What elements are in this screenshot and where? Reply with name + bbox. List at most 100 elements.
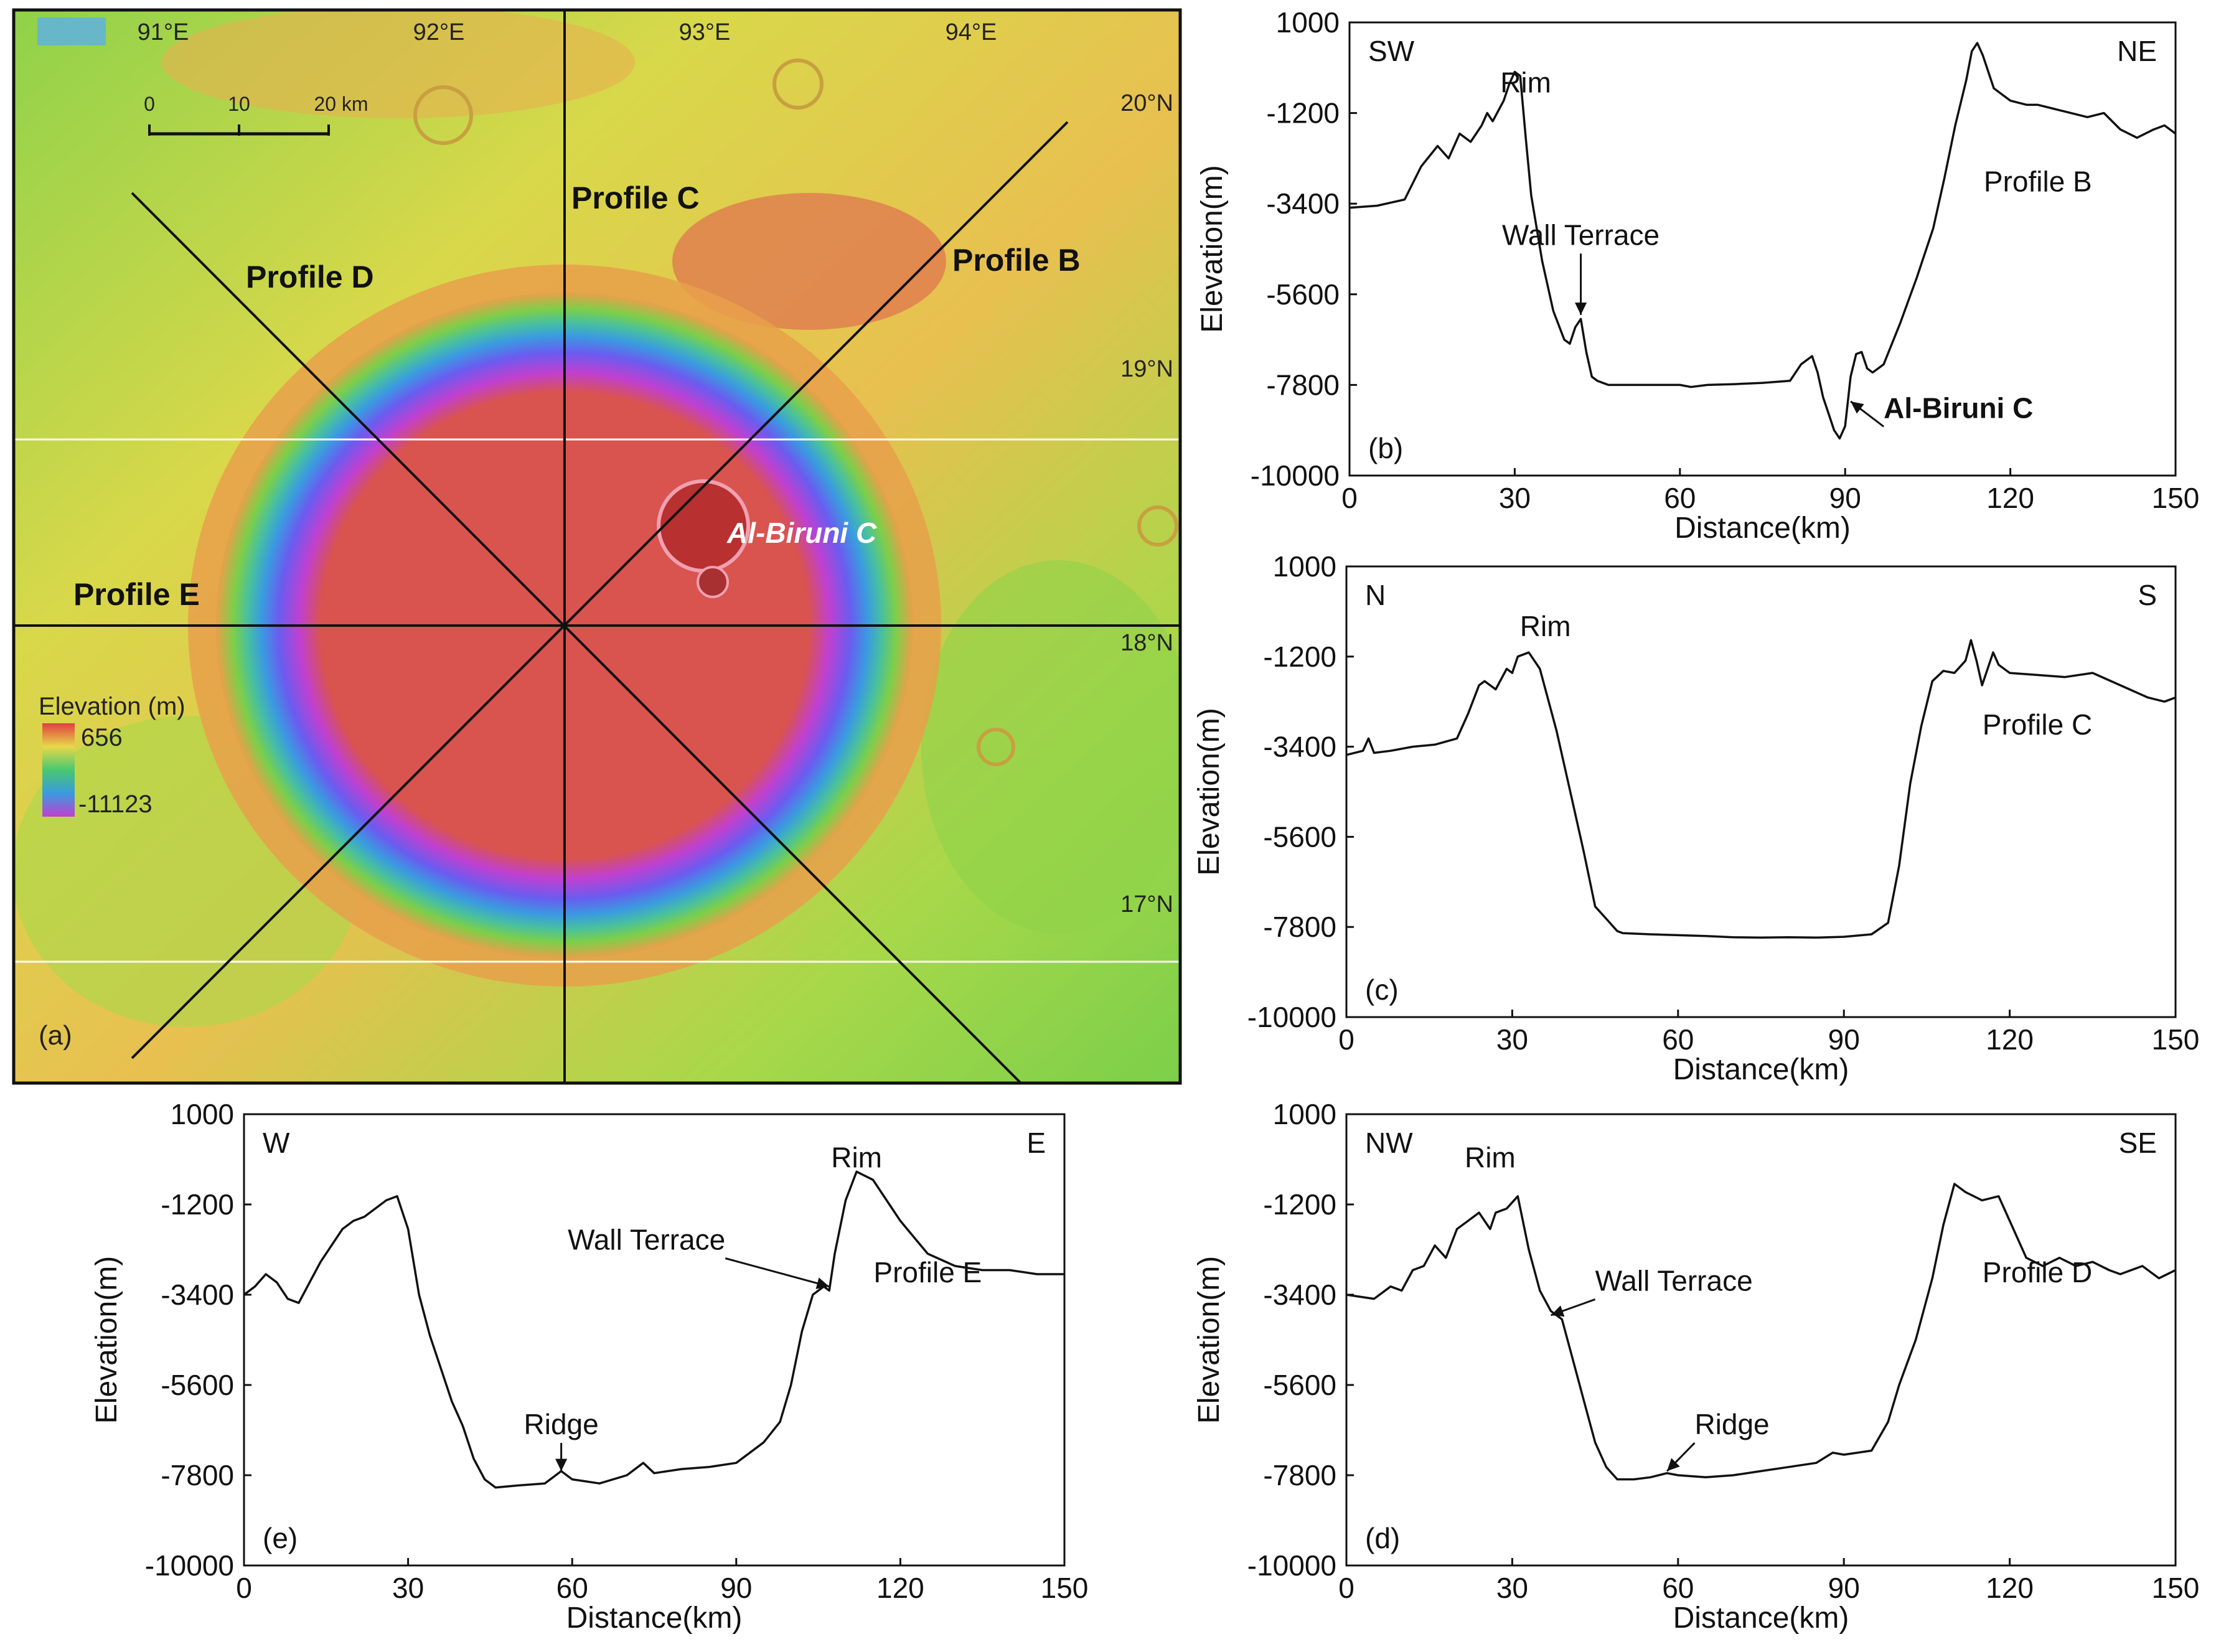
lat-label: 20°N xyxy=(1120,90,1173,116)
annotation-arrow xyxy=(725,1257,830,1288)
annotation-label: Rim xyxy=(1520,610,1571,642)
legend-max: 656 xyxy=(81,724,123,751)
x-tick-label: 120 xyxy=(1986,1023,2034,1056)
annotation-label: Al-Biruni C xyxy=(1884,392,2033,424)
al-biruni-c-label: Al-Biruni C xyxy=(726,517,877,549)
x-tick-label: 150 xyxy=(2152,482,2200,514)
panel-label: (b) xyxy=(1368,432,1403,464)
lon-label: 91°E xyxy=(138,19,189,45)
profile-b-label: Profile B xyxy=(952,243,1081,278)
y-tick-label: -7800 xyxy=(1266,368,1340,401)
y-tick-label: -3400 xyxy=(1266,187,1340,220)
terrain-patch xyxy=(162,10,635,118)
small-crater xyxy=(1137,505,1178,547)
annotation-label: Rim xyxy=(1465,1142,1516,1174)
y-tick-label: 1000 xyxy=(171,1098,234,1130)
direction-label-left: W xyxy=(263,1127,290,1159)
y-tick-label: -1200 xyxy=(1266,97,1340,129)
x-tick-label: 90 xyxy=(1828,1023,1860,1056)
x-tick-label: 0 xyxy=(1341,482,1358,514)
profile-title: Profile B xyxy=(1984,165,2092,197)
panel-label: (a) xyxy=(39,1020,72,1051)
y-tick-label: -7800 xyxy=(1263,1459,1336,1491)
y-axis-title: Elevation(m) xyxy=(1193,1256,1226,1424)
x-tick-label: 60 xyxy=(1662,1023,1694,1056)
x-tick-label: 90 xyxy=(720,1572,752,1604)
annotation-arrowhead xyxy=(1574,303,1587,315)
direction-label-right: SE xyxy=(2119,1127,2157,1159)
y-tick-label: -5600 xyxy=(1263,1369,1336,1401)
y-tick-label: 1000 xyxy=(1273,1098,1336,1130)
elevation-profile-line xyxy=(243,1170,1064,1489)
x-axis-title: Distance(km) xyxy=(566,1602,743,1635)
y-axis-title: Elevation(m) xyxy=(1193,708,1226,875)
scale-tick: 10 xyxy=(228,93,250,115)
x-tick-label: 30 xyxy=(1496,1572,1528,1604)
y-tick-label: -7800 xyxy=(1263,911,1336,943)
x-tick-label: 30 xyxy=(1496,1023,1528,1056)
lon-label: 92°E xyxy=(413,19,465,45)
elevation-profile-line xyxy=(1346,639,2176,939)
terrain-patch xyxy=(921,560,1180,934)
x-tick-label: 120 xyxy=(1986,482,2034,514)
x-tick-label: 120 xyxy=(876,1572,924,1604)
y-tick-label: -3400 xyxy=(1263,731,1336,763)
x-tick-label: 150 xyxy=(1041,1572,1089,1604)
x-tick-label: 0 xyxy=(1338,1572,1354,1604)
annotation-label: Wall Terrace xyxy=(1502,218,1660,251)
annotation-arrowhead xyxy=(1551,1305,1565,1317)
profile-d-label: Profile D xyxy=(246,260,374,294)
y-tick-label: -10000 xyxy=(1247,1549,1336,1582)
direction-label-left: NW xyxy=(1365,1127,1413,1159)
y-tick-label: -3400 xyxy=(1263,1279,1336,1311)
panel-label: (c) xyxy=(1365,974,1399,1006)
y-axis-title: Elevation(m) xyxy=(90,1256,123,1424)
annotation-label: Ridge xyxy=(524,1408,599,1440)
lat-label: 18°N xyxy=(1120,630,1173,656)
small-crater xyxy=(977,728,1015,766)
x-tick-label: 90 xyxy=(1829,482,1861,514)
profile-c-label: Profile C xyxy=(571,181,700,215)
profile-title: Profile E xyxy=(873,1256,982,1288)
annotation-arrowhead xyxy=(1667,1458,1680,1471)
elevation-profile-line xyxy=(1346,1183,2176,1481)
terrain-patch xyxy=(672,193,946,330)
y-tick-label: -7800 xyxy=(161,1459,234,1491)
annotation-label: Ridge xyxy=(1694,1408,1769,1440)
panel-label: (d) xyxy=(1365,1522,1400,1554)
x-tick-label: 150 xyxy=(2152,1572,2200,1604)
profile-title: Profile D xyxy=(1983,1256,2092,1288)
legend-colorbar xyxy=(42,723,75,817)
annotation-label: Rim xyxy=(1500,67,1551,99)
lon-label: 93°E xyxy=(679,19,731,45)
x-tick-label: 120 xyxy=(1986,1572,2034,1604)
small-crater xyxy=(772,59,824,110)
plot-frame xyxy=(1345,1113,2177,1567)
annotation-label: Wall Terrace xyxy=(568,1224,725,1256)
plot-frame xyxy=(1345,565,2177,1018)
legend-title: Elevation (m) xyxy=(39,693,185,720)
y-tick-label: 1000 xyxy=(1273,550,1336,583)
profile-chart-b: 0 30 60 90 120 150 1000 -1200 -3400 -5600 -7800 -10… xyxy=(1196,6,2199,545)
direction-label-left: SW xyxy=(1368,35,1415,67)
elevation-profile-line xyxy=(1349,42,2177,440)
y-tick-label: -10000 xyxy=(1251,459,1340,492)
annotation-arrowhead xyxy=(555,1458,568,1471)
direction-label-right: S xyxy=(2138,579,2157,611)
annotation-label: Wall Terrace xyxy=(1595,1264,1753,1297)
scale-bar: 0 10 20 km xyxy=(144,93,369,136)
x-axis-title: Distance(km) xyxy=(1673,1602,1849,1635)
profile-chart-d: 0 30 60 90 120 150 1000 -1200 -3400 -5600 -7800 -10… xyxy=(1193,1098,2199,1635)
legend-min: -11123 xyxy=(78,791,153,818)
small-crater xyxy=(697,566,729,598)
profile-chart-c: 0 30 60 90 120 150 1000 -1200 -3400 -5600 -7800 -10… xyxy=(1193,550,2199,1086)
profile-d-line xyxy=(131,192,1022,1083)
y-tick-label: -10000 xyxy=(145,1549,234,1582)
x-axis-title: Distance(km) xyxy=(1674,512,1851,545)
scale-tick: 0 xyxy=(144,93,155,115)
direction-label-right: NE xyxy=(2117,35,2157,67)
plot-frame xyxy=(1348,21,2177,477)
lat-label: 17°N xyxy=(1120,891,1173,918)
small-crater xyxy=(413,85,473,145)
